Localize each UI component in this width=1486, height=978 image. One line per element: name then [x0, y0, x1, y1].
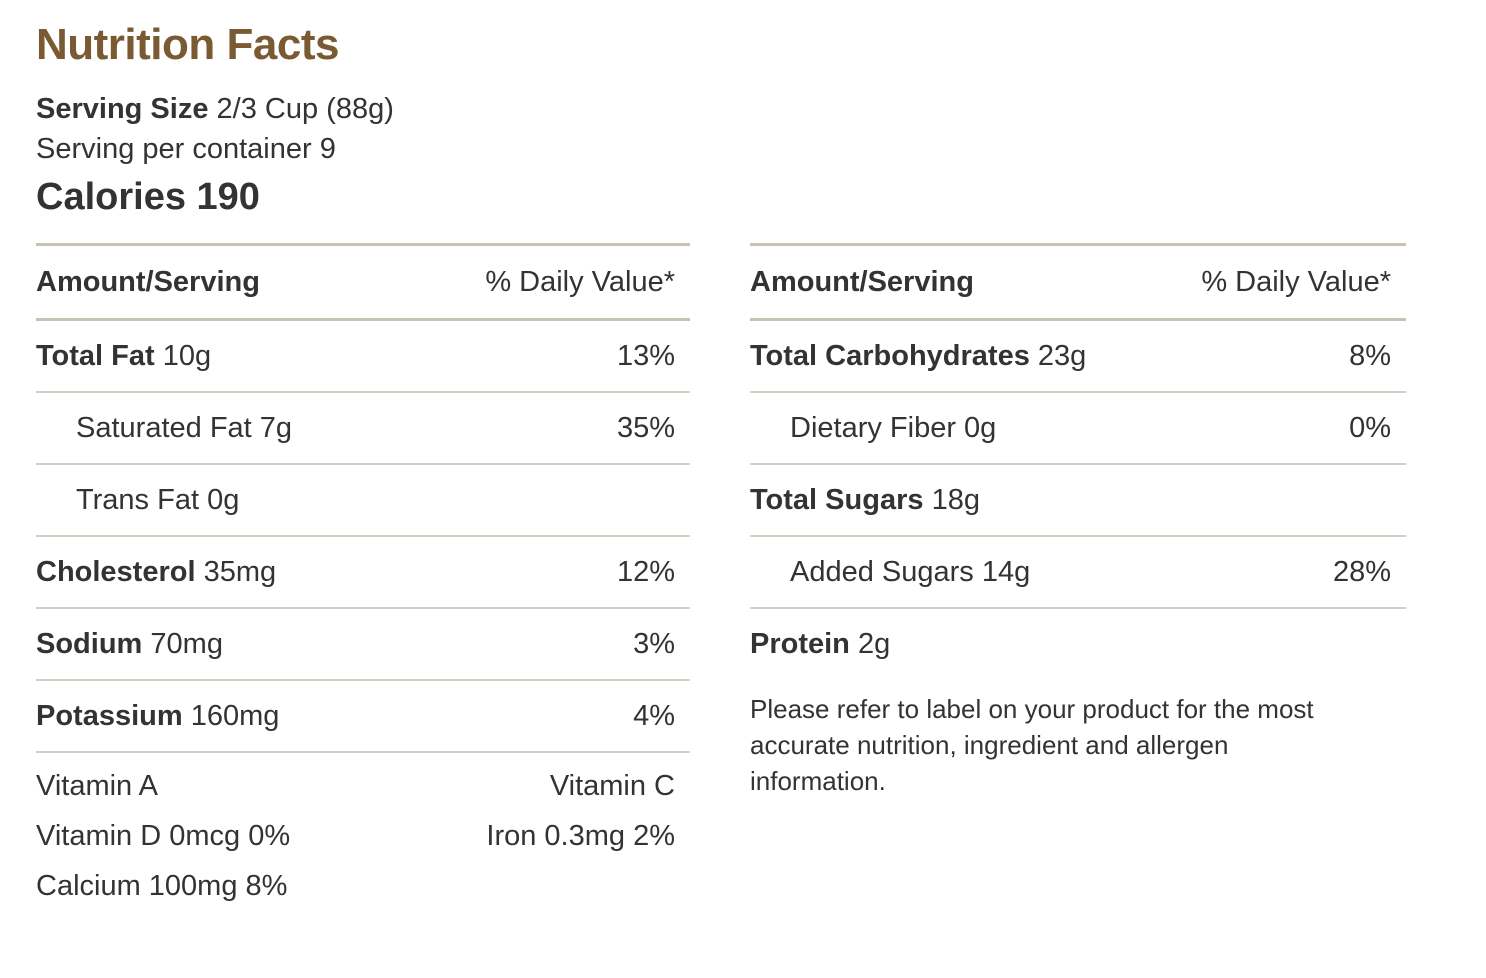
amount-serving-header: Amount/Serving	[36, 265, 260, 298]
daily-value-header: % Daily Value*	[485, 265, 675, 298]
nutrient-name: Total Carbohydrates	[750, 339, 1030, 372]
nutrient-row-added-sugars: Added Sugars 14g 28%	[750, 537, 1406, 609]
nutrient-dv: 13%	[616, 339, 675, 372]
nutrient-name: Total Sugars	[750, 483, 924, 516]
vitamin-d: Vitamin D 0mcg 0%	[36, 819, 291, 852]
nutrient-name: Dietary Fiber 0g	[790, 411, 997, 444]
nutrient-dv: 35%	[616, 411, 675, 444]
serving-size: Serving Size 2/3 Cup (88g)	[36, 93, 394, 126]
nutrient-row-total-carbohydrates: Total Carbohydrates 23g 8%	[750, 321, 1406, 393]
nutrient-name: Protein	[750, 627, 850, 660]
nutrient-dv: 28%	[1332, 555, 1391, 588]
nutrient-name: Trans Fat 0g	[76, 483, 240, 516]
nutrient-name: Added Sugars 14g	[790, 555, 1031, 588]
nutrient-name: Total Fat	[36, 339, 155, 372]
vitamin-row: Vitamin D 0mcg 0% Iron 0.3mg 2%	[36, 811, 690, 861]
nutrient-name: Sodium	[36, 627, 143, 660]
calories: Calories 190	[36, 176, 260, 218]
nutrition-facts-title: Nutrition Facts	[36, 20, 339, 69]
nutrient-row-potassium: Potassium 160mg 4%	[36, 681, 690, 753]
nutrient-amount: 23g	[1037, 339, 1087, 372]
amount-serving-header: Amount/Serving	[750, 265, 974, 298]
servings-per-container: Serving per container 9	[36, 133, 336, 165]
nutrient-amount: 2g	[857, 627, 891, 660]
nutrient-name: Saturated Fat 7g	[76, 411, 293, 444]
nutrient-dv: 8%	[1349, 339, 1391, 372]
top-divider	[36, 243, 690, 246]
calcium: Calcium 100mg 8%	[36, 869, 288, 902]
nutrient-amount: 35mg	[203, 555, 277, 588]
nutrient-row-sodium: Sodium 70mg 3%	[36, 609, 690, 681]
table-header: Amount/Serving % Daily Value*	[750, 246, 1406, 321]
left-nutrient-table: Amount/Serving % Daily Value* Total Fat …	[36, 243, 690, 911]
table-header: Amount/Serving % Daily Value*	[36, 246, 690, 321]
nutrient-amount: 10g	[162, 339, 212, 372]
vitamin-c: Vitamin C	[549, 769, 675, 802]
serving-size-value: 2/3 Cup (88g)	[216, 93, 394, 125]
top-divider	[750, 243, 1406, 246]
nutrient-row-saturated-fat: Saturated Fat 7g 35%	[36, 393, 690, 465]
nutrient-dv: 3%	[633, 627, 675, 660]
nutrient-row-protein: Protein 2g	[750, 609, 1406, 679]
vitamin-row: Calcium 100mg 8%	[36, 861, 690, 911]
right-nutrient-table: Amount/Serving % Daily Value* Total Carb…	[750, 243, 1406, 799]
vitamin-a: Vitamin A	[36, 769, 158, 802]
daily-value-header: % Daily Value*	[1201, 265, 1391, 298]
nutrient-row-total-sugars: Total Sugars 18g	[750, 465, 1406, 537]
serving-size-label: Serving Size	[36, 93, 209, 125]
iron: Iron 0.3mg 2%	[486, 819, 675, 852]
nutrient-dv: 0%	[1349, 411, 1391, 444]
nutrient-name: Cholesterol	[36, 555, 196, 588]
nutrient-dv: 4%	[633, 699, 675, 732]
nutrient-row-dietary-fiber: Dietary Fiber 0g 0%	[750, 393, 1406, 465]
disclaimer-note: Please refer to label on your product fo…	[750, 694, 1314, 796]
nutrient-name: Potassium	[36, 699, 183, 732]
nutrient-amount: 70mg	[150, 627, 223, 660]
nutrient-amount: 160mg	[190, 699, 280, 732]
nutrient-amount: 18g	[931, 483, 980, 516]
nutrient-row-total-fat: Total Fat 10g 13%	[36, 321, 690, 393]
nutrient-row-trans-fat: Trans Fat 0g	[36, 465, 690, 537]
nutrient-dv: 12%	[616, 555, 675, 588]
vitamin-row: Vitamin A Vitamin C	[36, 761, 690, 811]
nutrient-row-cholesterol: Cholesterol 35mg 12%	[36, 537, 690, 609]
